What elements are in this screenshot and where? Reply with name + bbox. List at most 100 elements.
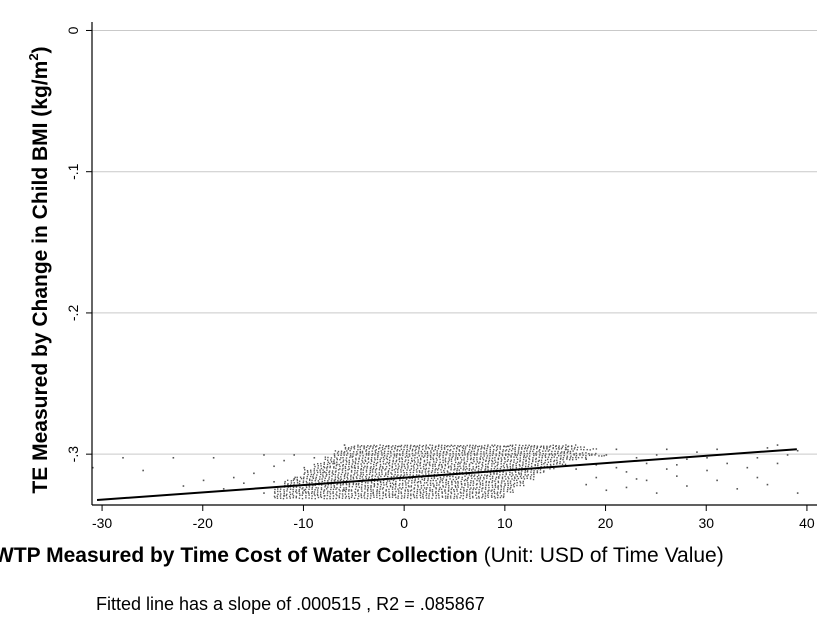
- scatter-point: [392, 494, 394, 496]
- scatter-point: [433, 453, 435, 455]
- scatter-point: [431, 444, 434, 447]
- scatter-point: [494, 465, 496, 468]
- scatter-point: [579, 446, 582, 448]
- scatter-point: [686, 485, 688, 487]
- scatter-point: [476, 479, 478, 482]
- scatter-point: [419, 494, 421, 497]
- scatter-point: [477, 477, 479, 480]
- scatter-point: [253, 472, 255, 475]
- scatter-point: [514, 470, 516, 472]
- scatter-point: [461, 446, 464, 449]
- scatter-point: [532, 452, 535, 455]
- scatter-point: [542, 452, 544, 455]
- scatter-point: [304, 488, 307, 491]
- scatter-point: [481, 463, 483, 466]
- scatter-point: [416, 463, 418, 466]
- scatter-point: [375, 449, 377, 451]
- scatter-point: [506, 488, 509, 491]
- scatter-point: [440, 488, 443, 491]
- scatter-point: [433, 461, 435, 463]
- scatter-point: [342, 482, 345, 485]
- scatter-point: [389, 459, 391, 462]
- scatter-point: [575, 468, 577, 470]
- scatter-point: [487, 490, 489, 492]
- scatter-point: [345, 480, 348, 482]
- scatter-point: [511, 453, 513, 455]
- scatter-point: [374, 471, 377, 473]
- scatter-point: [481, 465, 484, 467]
- scatter-point: [532, 460, 534, 463]
- scatter-point: [569, 457, 572, 459]
- scatter-point: [475, 488, 477, 490]
- scatter-point: [443, 469, 445, 472]
- scatter-point: [406, 446, 408, 448]
- scatter-point: [452, 445, 454, 448]
- scatter-point: [332, 491, 334, 493]
- scatter-point: [444, 459, 446, 461]
- scatter-point: [432, 494, 434, 497]
- scatter-point: [361, 490, 363, 492]
- scatter-point: [421, 452, 423, 454]
- scatter-point: [625, 486, 628, 489]
- scatter-point: [445, 478, 448, 481]
- scatter-point: [436, 482, 438, 484]
- scatter-point: [400, 471, 402, 473]
- scatter-point: [363, 495, 365, 497]
- scatter-point: [351, 466, 353, 469]
- scatter-point: [506, 463, 508, 466]
- scatter-point: [438, 488, 441, 490]
- scatter-point: [373, 485, 375, 488]
- scatter-point: [522, 480, 524, 483]
- scatter-point: [540, 445, 542, 447]
- scatter-point: [398, 453, 401, 455]
- scatter-point: [400, 491, 402, 493]
- scatter-point: [437, 445, 440, 448]
- scatter-point: [316, 463, 319, 465]
- scatter-point: [348, 484, 351, 486]
- scatter-point: [410, 486, 412, 488]
- scatter-point: [473, 487, 475, 489]
- scatter-point: [409, 474, 411, 476]
- scatter-point: [290, 480, 293, 482]
- scatter-point: [339, 492, 341, 495]
- scatter-point: [445, 481, 447, 484]
- scatter-point: [410, 493, 412, 495]
- scatter-point: [526, 450, 528, 452]
- scatter-point: [355, 454, 357, 456]
- scatter-point: [485, 481, 487, 484]
- scatter-point: [506, 460, 509, 462]
- scatter-point: [497, 486, 499, 488]
- scatter-point: [414, 484, 416, 486]
- scatter-point: [404, 456, 407, 458]
- scatter-point: [367, 495, 369, 497]
- scatter-point: [420, 492, 422, 494]
- scatter-point: [369, 471, 371, 474]
- scatter-point: [432, 479, 434, 482]
- scatter-point: [122, 456, 124, 459]
- scatter-point: [398, 458, 400, 461]
- scatter-point: [295, 486, 298, 488]
- scatter-point: [414, 454, 416, 457]
- scatter-point: [343, 451, 346, 453]
- scatter-point: [519, 454, 522, 457]
- scatter-point: [397, 495, 399, 497]
- scatter-point: [350, 448, 352, 450]
- scatter-point: [337, 474, 339, 476]
- scatter-point: [402, 450, 404, 453]
- scatter-point: [391, 482, 394, 484]
- scatter-point: [484, 495, 487, 497]
- scatter-point: [344, 448, 347, 450]
- scatter-point: [532, 459, 534, 461]
- scatter-point: [471, 448, 474, 450]
- scatter-point: [411, 459, 413, 462]
- scatter-point: [568, 458, 571, 461]
- scatter-point: [398, 460, 401, 463]
- scatter-point: [400, 488, 403, 490]
- scatter-point: [282, 497, 285, 500]
- scatter-point: [343, 475, 346, 477]
- scatter-point: [497, 463, 499, 465]
- scatter-point: [376, 489, 379, 491]
- scatter-point: [350, 490, 353, 492]
- scatter-point: [447, 448, 449, 451]
- scatter-point: [493, 492, 496, 495]
